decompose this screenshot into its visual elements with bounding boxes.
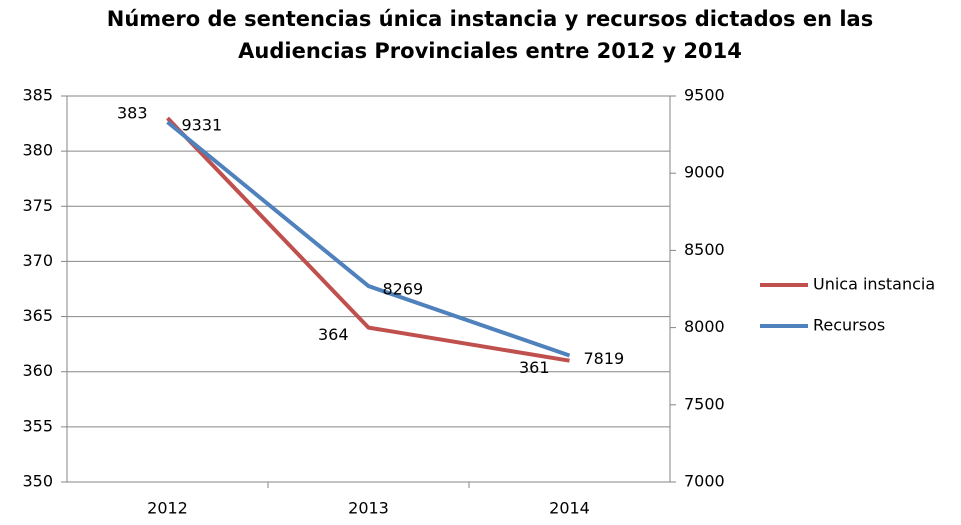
y-tick-label: 350 <box>22 472 53 491</box>
data-label: 361 <box>519 358 550 377</box>
x-tick-label: 2012 <box>147 499 188 518</box>
y-tick-label: 360 <box>22 361 53 380</box>
data-label: 7819 <box>584 349 625 368</box>
y2-tick-label: 8500 <box>684 240 725 259</box>
data-label: 364 <box>318 325 349 344</box>
x-tick-label: 2013 <box>348 499 389 518</box>
y-tick-label: 375 <box>22 196 53 215</box>
y-tick-label: 370 <box>22 251 53 270</box>
y2-tick-label: 9500 <box>684 86 725 105</box>
chart-title: Audiencias Provinciales entre 2012 y 201… <box>238 39 742 63</box>
chart-title: Número de sentencias única instancia y r… <box>107 7 873 31</box>
y-tick-label: 365 <box>22 306 53 325</box>
data-label: 383 <box>117 104 148 123</box>
y2-tick-label: 9000 <box>684 163 725 182</box>
y-tick-label: 385 <box>22 86 53 105</box>
line <box>166 120 571 358</box>
data-label: 8269 <box>383 280 424 299</box>
y-tick-label: 380 <box>22 141 53 160</box>
y2-tick-label: 7500 <box>684 394 725 413</box>
y2-tick-label: 7000 <box>684 472 725 491</box>
line <box>166 116 570 363</box>
x-tick-label: 2014 <box>549 499 590 518</box>
data-label: 9331 <box>182 116 223 135</box>
legend-label: Recursos <box>813 316 885 335</box>
legend-label: Unica instancia <box>813 275 935 294</box>
y-tick-label: 355 <box>22 416 53 435</box>
y2-tick-label: 8000 <box>684 317 725 336</box>
